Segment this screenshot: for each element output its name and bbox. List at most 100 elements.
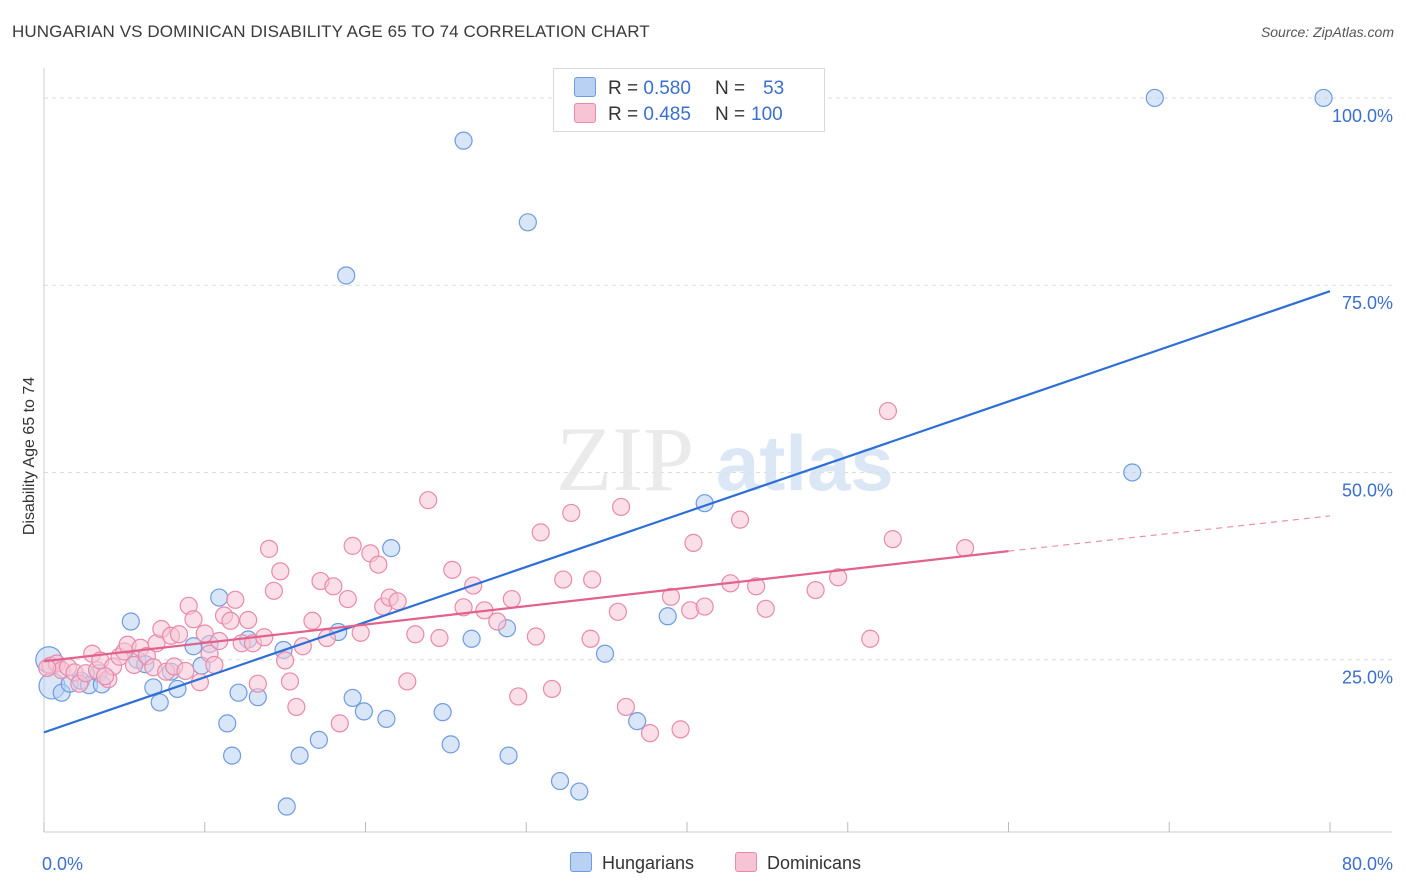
legend-swatch-pink [574,103,596,123]
dominican-point-73 [531,523,550,542]
axes [43,68,1392,833]
y-tick-labels: 25.0% 50.0% 75.0% 100.0% [1332,106,1393,688]
hungarian-point-47 [1123,463,1142,482]
dominican-point-84 [671,720,690,739]
y-axis-label: Disability Age 65 to 74 [21,377,38,535]
legend-swatch-dominicans [735,852,757,872]
dominican-point-97 [955,539,975,558]
legend-label-dominicans: Dominicans [767,853,862,873]
x-tick-label-max: 80.0% [1342,854,1393,874]
dominican-point-39 [248,674,267,693]
dominican-point-89 [730,510,750,529]
dominican-point-48 [303,611,322,630]
dominican-point-60 [388,592,407,611]
dominican-point-76 [562,503,581,523]
hungarian-point-20 [222,746,242,765]
legend-n-label: N = [714,104,746,125]
hungarian-point-40 [518,213,537,232]
legend-swatch-hungarians [570,852,592,872]
dominican-point-94 [861,629,880,648]
hungarian-point-39 [499,746,518,765]
hungarian-point-30 [343,688,362,708]
trend-line-dominicans [43,550,1009,663]
hungarian-point-21 [229,683,248,702]
dominican-point-75 [554,570,573,589]
hungarian-point-35 [441,735,460,754]
dominican-point-54 [343,536,362,555]
x-tick-label-min: 0.0% [42,854,83,874]
dominican-point-51 [324,577,343,596]
hungarian-point-43 [595,644,615,663]
dominican-point-92 [806,580,825,600]
legend-n-label: N = [714,78,746,99]
hungarian-point-26 [290,746,309,765]
dominican-point-80 [611,497,631,517]
dominican-point-25 [176,661,195,681]
dominican-point-72 [526,627,545,646]
legend-n-value: 53 [763,78,785,99]
hungarian-point-49 [1314,88,1333,108]
dominican-point-91 [756,599,775,618]
hungarian-point-33 [382,539,401,558]
y-tick-label-25: 25.0% [1342,668,1393,688]
stats-legend: R = 0.580 N = 53 R = 0.485 N = 100 [553,68,825,132]
series-legend: Hungarians Dominicans [0,852,1406,878]
dominican-point-43 [271,562,290,581]
legend-item-hungarians: Hungarians [570,852,694,874]
dominican-point-66 [454,598,473,617]
y-tick-label-50: 50.0% [1342,480,1393,500]
hungarian-point-25 [277,797,296,816]
legend-label-hungarians: Hungarians [602,853,695,873]
source-credit: Source: ZipAtlas.com [1260,24,1394,40]
legend-n-value: 100 [751,104,783,125]
dominican-point-83 [661,587,681,606]
dominican-point-46 [287,697,306,717]
gridlines [44,97,1392,661]
hungarian-point-44 [628,712,647,731]
hungarian-point-19 [218,714,237,733]
dominican-point-87 [695,597,714,616]
dominican-point-69 [488,612,507,631]
watermark-zip: ZIP [556,408,694,510]
dominican-point-77 [581,629,600,648]
hungarian-point-36 [454,131,473,150]
dominican-point-34 [221,611,240,630]
legend-row-dominicans: R = 0.485 N = 100 [574,103,783,127]
legend-r-label: R = [608,78,639,99]
dominican-point-86 [684,533,703,552]
x-ticks [43,822,1331,832]
legend-swatch-blue [574,77,596,97]
dominican-point-78 [583,570,602,589]
dominican-point-42 [264,581,283,600]
dominican-point-96 [883,530,902,549]
trend-line-dominicans-extension [1008,515,1331,552]
legend-r-label: R = [608,104,639,125]
dominican-point-41 [259,539,279,558]
dominican-point-15 [124,655,144,675]
dominican-point-24 [169,625,189,644]
dominican-point-57 [369,555,388,574]
dominican-point-44 [276,651,295,670]
legend-row-hungarians: R = 0.580 N = 53 [574,77,784,101]
dominican-point-98 [38,658,57,678]
trend-line-hungarians [43,290,1331,734]
legend-r-value: 0.485 [643,104,691,125]
hungarian-point-29 [337,266,356,285]
dominican-point-37 [239,610,258,630]
dominican-point-53 [338,589,357,609]
dominican-point-79 [608,602,627,621]
hungarian-point-45 [658,607,677,626]
hungarian-point-12 [150,693,169,712]
hungarian-point-42 [570,782,589,801]
dominican-point-95 [878,401,898,421]
hungarian-point-41 [550,771,570,791]
hungarian-point-27 [309,730,328,749]
hungarian-point-37 [462,629,481,648]
dominican-point-64 [430,628,449,648]
trend-lines [43,290,1331,734]
chart-title: HUNGARIAN VS DOMINICAN DISABILITY AGE 65… [12,22,650,41]
dominican-point-45 [280,672,300,691]
dominican-point-70 [502,589,521,609]
dominican-point-65 [443,560,462,579]
